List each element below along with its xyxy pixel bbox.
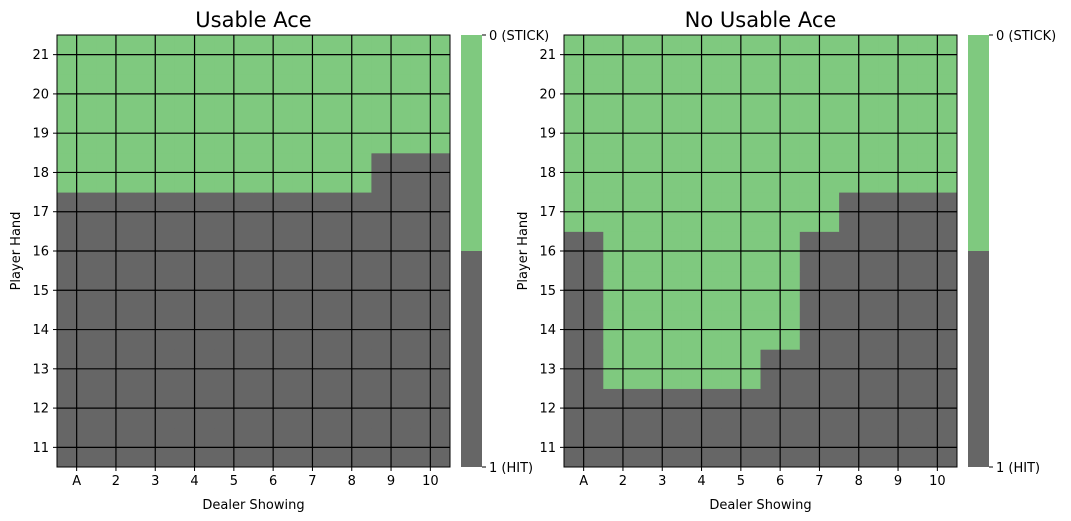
x-tick-label: 4	[190, 474, 198, 489]
y-axis-label: Player Hand	[516, 212, 531, 291]
x-tick-label: 6	[776, 474, 784, 489]
colorbar-stick-segment	[461, 35, 482, 251]
y-tick-label: 17	[539, 205, 556, 220]
y-tick-label: 11	[539, 441, 556, 456]
x-axis-label: Dealer Showing	[709, 498, 811, 513]
colorbar-label-stick: 0 (STICK)	[996, 29, 1056, 44]
colorbar: 0 (STICK) 1 (HIT)	[968, 29, 1056, 476]
colorbar-hit-segment	[461, 251, 482, 467]
grid-lines	[57, 35, 450, 467]
x-tick-label: 3	[658, 474, 666, 489]
y-tick-label: 19	[32, 127, 49, 142]
y-tick-label: 13	[32, 362, 49, 377]
y-tick-label: 15	[32, 284, 49, 299]
y-tick-label: 21	[539, 48, 556, 63]
y-tick-label: 16	[32, 245, 49, 260]
x-tick-label: A	[72, 474, 81, 489]
x-tick-label: 8	[348, 474, 356, 489]
y-tick-label: 18	[539, 166, 556, 181]
y-tick-label: 12	[539, 402, 556, 417]
y-tick-label: 14	[539, 323, 556, 338]
y-tick-label: 12	[32, 402, 49, 417]
y-tick-label: 17	[32, 205, 49, 220]
x-tick-label: 8	[855, 474, 863, 489]
y-tick-label: 18	[32, 166, 49, 181]
x-tick-label: 6	[269, 474, 277, 489]
heatmap-panel-1: A 2 3 4 5 6 7 8 9 10 11 12 13 14 15 16 17 18 19 20 21 Usable …	[9, 8, 549, 513]
colorbar-stick-segment	[968, 35, 989, 251]
x-tick-label: 7	[815, 474, 823, 489]
y-tick-label: 14	[32, 323, 49, 338]
y-axis-label: Player Hand	[9, 212, 24, 291]
x-tick-label: 3	[151, 474, 159, 489]
x-tick-label: A	[579, 474, 588, 489]
axes-frame	[563, 34, 958, 468]
x-tick-label: 7	[308, 474, 316, 489]
y-tick-label: 15	[539, 284, 556, 299]
y-tick-label: 13	[539, 362, 556, 377]
y-tick-label: 20	[32, 87, 49, 102]
y-tick-label: 11	[32, 441, 49, 456]
y-tick-label: 16	[539, 245, 556, 260]
chart-title: No Usable Ace	[685, 8, 837, 32]
x-tick-label: 2	[619, 474, 627, 489]
x-tick-label: 9	[894, 474, 902, 489]
x-tick-label: 2	[112, 474, 120, 489]
x-tick-label: 4	[697, 474, 705, 489]
colorbar-label-hit: 1 (HIT)	[489, 461, 533, 476]
x-tick-label: 5	[737, 474, 745, 489]
x-tick-label: 5	[230, 474, 238, 489]
axes-frame	[56, 34, 451, 468]
chart-title: Usable Ace	[195, 8, 311, 32]
y-tick-label: 19	[539, 127, 556, 142]
x-tick-label: 10	[929, 474, 946, 489]
y-tick-label: 21	[32, 48, 49, 63]
colorbar-hit-segment	[968, 251, 989, 467]
y-tick-label: 20	[539, 87, 556, 102]
colorbar-label-hit: 1 (HIT)	[996, 461, 1040, 476]
colorbar: 0 (STICK) 1 (HIT)	[461, 29, 549, 476]
heatmap-panel-2: A 2 3 4 5 6 7 8 9 10 11 12 13 14 15 16 17 18 19 20 21 No Usab…	[516, 8, 1056, 513]
grid-lines	[564, 35, 957, 467]
colorbar-label-stick: 0 (STICK)	[489, 29, 549, 44]
x-axis-label: Dealer Showing	[202, 498, 304, 513]
x-tick-label: 10	[422, 474, 439, 489]
x-tick-label: 9	[387, 474, 395, 489]
